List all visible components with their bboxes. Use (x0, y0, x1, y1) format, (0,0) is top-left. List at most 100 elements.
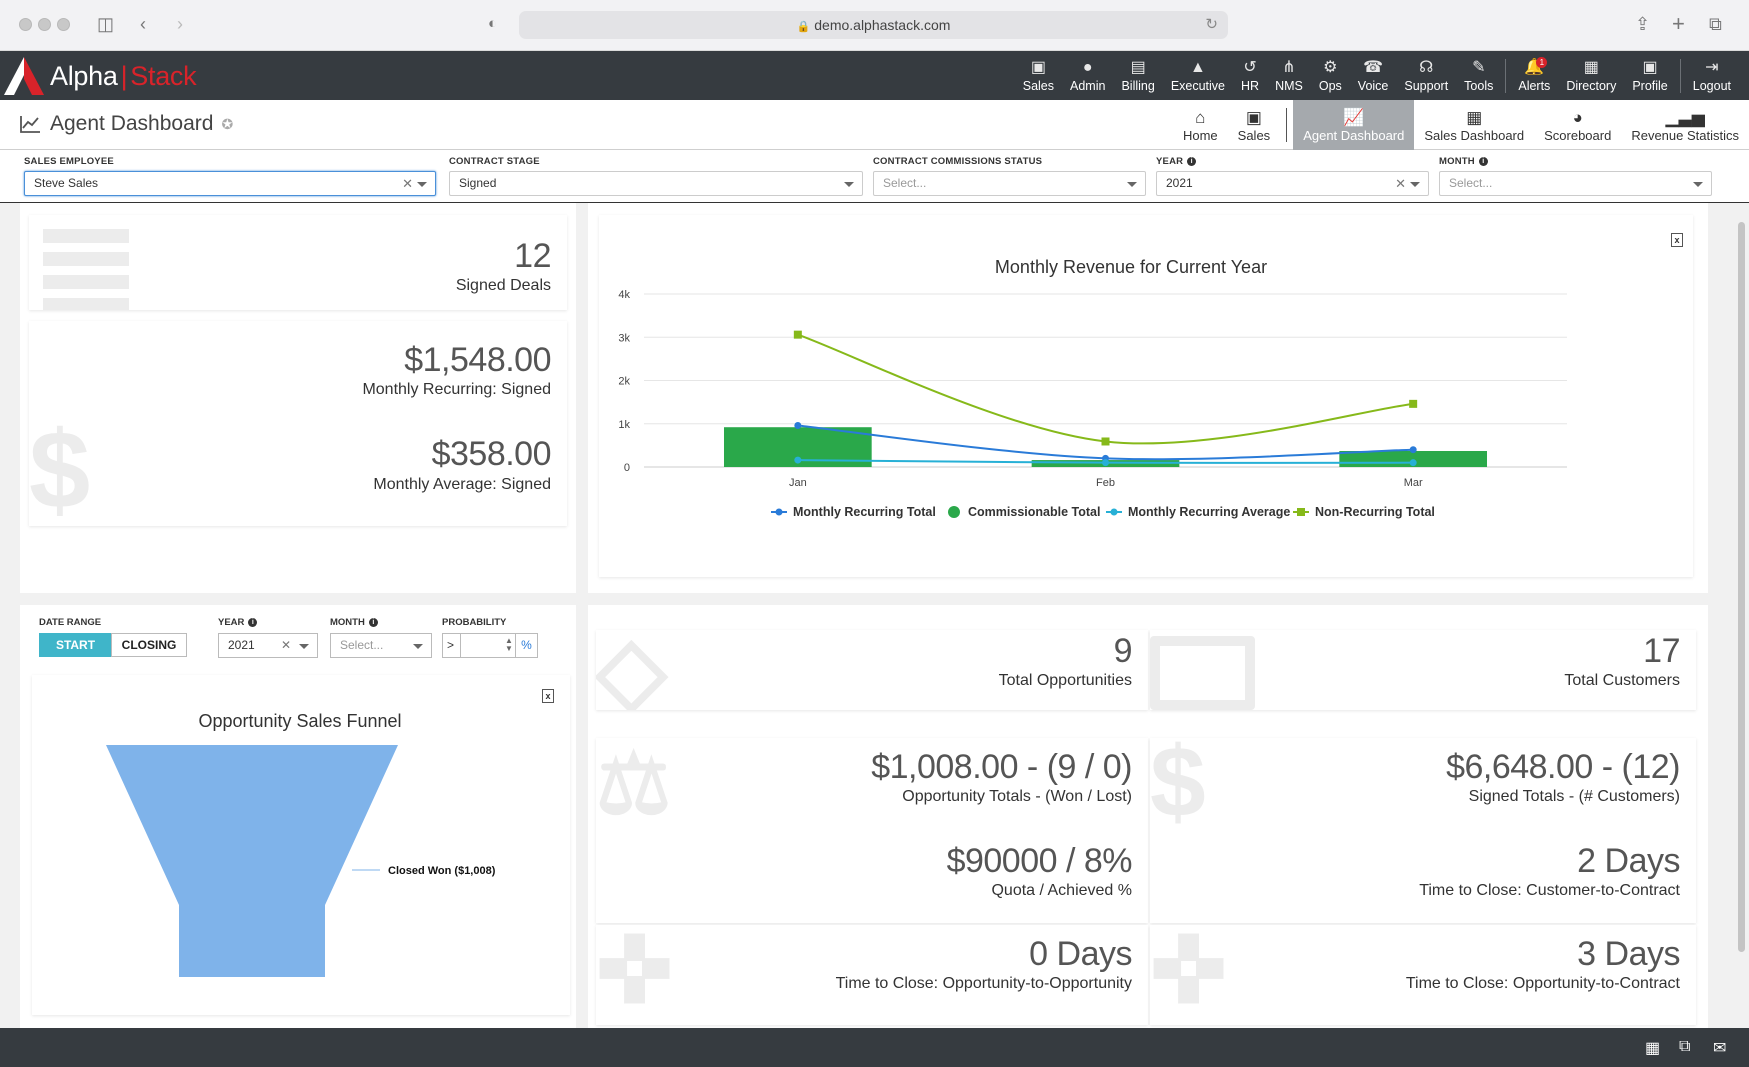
year-filter: YEAR i 2021 ✕ (1156, 154, 1429, 196)
url-text: demo.alphastack.com (814, 17, 951, 33)
clear-icon[interactable]: ✕ (280, 638, 291, 652)
nav-label: Support (1404, 78, 1449, 93)
excel-export-icon[interactable]: x (1671, 233, 1683, 247)
info-icon[interactable]: i (1478, 156, 1488, 166)
subnav-scoreboard[interactable]: ◕ Scoreboard (1534, 100, 1621, 150)
funnel-title: Opportunity Sales Funnel (198, 711, 401, 731)
subnav-sales[interactable]: ▣ Sales (1228, 100, 1281, 150)
excel-export-icon[interactable]: x (542, 689, 554, 703)
chevron-down-icon[interactable] (1127, 182, 1137, 187)
home-icon: ⌂ (1195, 107, 1206, 127)
chat-icon[interactable]: ✉ (1713, 1040, 1727, 1057)
commission-status-label: CONTRACT COMMISSIONS STATUS (873, 155, 1043, 167)
info-icon[interactable]: i (248, 618, 258, 627)
sales-employee-select[interactable]: Steve Sales ✕ (24, 171, 436, 196)
close-window-button[interactable] (19, 18, 32, 31)
chevron-down-icon[interactable] (1410, 182, 1420, 187)
chevron-down-icon[interactable] (413, 644, 423, 649)
funnel-year-value: 2021 (228, 638, 255, 652)
year-select[interactable]: 2021 ✕ (1156, 171, 1429, 196)
line-non-recurring-total (797, 333, 1414, 445)
nav-executive[interactable]: ▲ Executive (1163, 51, 1233, 100)
nav-voice[interactable]: ☎ Voice (1350, 51, 1397, 100)
calendar-icon[interactable]: ▦ (1645, 1040, 1661, 1057)
signed-totals-label: Signed Totals - (# Customers) (1468, 788, 1680, 805)
contract-stage-select[interactable]: Signed (449, 171, 863, 196)
clear-icon[interactable]: ✕ (402, 176, 413, 191)
dashboard-content: 12 Signed Deals $ $1,548.00 Monthly Recu… (0, 203, 1749, 1028)
x-tick-label: Feb (1096, 477, 1115, 489)
commission-status-placeholder: Select... (883, 176, 927, 190)
y-tick-label: 3k (618, 332, 630, 344)
monthly-average-value: $358.00 (431, 435, 552, 473)
subnav-home[interactable]: ⌂ Home (1173, 100, 1228, 150)
logo-alpha-text: Alpha (50, 60, 118, 91)
share-icon[interactable]: ⇪ (1635, 14, 1651, 34)
logo-stack-text: Stack (130, 60, 197, 91)
nav-billing[interactable]: ▤ Billing (1113, 51, 1162, 100)
tab-overview-icon[interactable]: ⧉ (1709, 14, 1722, 34)
legend-marker-monthly-recurring-average (1110, 508, 1118, 516)
dollar-watermark-icon: $ (29, 409, 91, 526)
chevron-down-icon[interactable] (299, 644, 309, 649)
scales-watermark-icon: ⚖ (596, 738, 672, 831)
nav-ops[interactable]: ⚙ Ops (1311, 51, 1350, 100)
nav-tools[interactable]: ✎ Tools (1456, 51, 1501, 100)
sidebar-toggle-icon[interactable]: ◫ (97, 14, 115, 34)
new-tab-icon[interactable]: + (1672, 11, 1685, 36)
probability-operator[interactable]: > (447, 634, 461, 657)
directory-icon: ▦ (1583, 58, 1599, 76)
month-select[interactable]: Select... (1439, 171, 1712, 196)
subnav-revenue-statistics[interactable]: ▁▃▅ Revenue Statistics (1621, 100, 1749, 150)
subnav-sales-dashboard[interactable]: ▦ Sales Dashboard (1414, 100, 1534, 150)
nav-directory[interactable]: ▦ Directory (1558, 51, 1624, 100)
spinner-icon[interactable]: ▲ ▼ (505, 636, 513, 653)
date-range-label: DATE RANGE (39, 617, 102, 628)
clear-icon[interactable]: ✕ (1395, 176, 1406, 191)
total-customers-label: Total Customers (1564, 672, 1680, 689)
probability-input[interactable] (461, 634, 505, 657)
alphastack-logo[interactable]: Alpha | Stack (4, 55, 197, 97)
chevron-down-icon[interactable] (1693, 182, 1703, 187)
nav-profile[interactable]: ▣ Profile (1624, 51, 1675, 100)
y-tick-label: 0 (624, 462, 630, 474)
closing-toggle[interactable]: CLOSING (111, 633, 187, 657)
zoom-window-button[interactable] (57, 18, 70, 31)
subnav-agent-dashboard[interactable]: 📈 Agent Dashboard (1293, 100, 1415, 150)
info-icon[interactable]: i (1187, 156, 1197, 166)
commission-status-select[interactable]: Select... (873, 171, 1146, 196)
privacy-shield-icon[interactable]: ◐ (488, 15, 498, 32)
vertical-scrollbar[interactable] (1738, 222, 1745, 952)
nav-alerts[interactable]: 🔔 1 Alerts (1510, 51, 1558, 100)
reload-icon[interactable]: ↻ (1205, 16, 1218, 33)
funnel-month-select[interactable]: Select... (330, 633, 432, 658)
legend-label-commissionable-total: Commissionable Total (968, 505, 1100, 519)
x-tick-label: Jan (789, 477, 807, 489)
info-icon[interactable]: i (368, 618, 378, 627)
start-toggle[interactable]: START (39, 633, 112, 657)
notes-icon[interactable]: ⧉ (1679, 1038, 1691, 1055)
minimize-window-button[interactable] (38, 18, 51, 31)
address-bar[interactable]: 🔒 demo.alphastack.com ↻ (519, 11, 1228, 39)
subnav-label: Scoreboard (1544, 127, 1612, 143)
admin-icon: ● (1082, 58, 1093, 76)
nav-nms[interactable]: ⋔ NMS (1267, 51, 1311, 100)
back-arrow-icon[interactable]: ‹ (140, 14, 146, 34)
nav-hr[interactable]: ↺ HR (1233, 51, 1267, 100)
chevron-down-icon[interactable] (417, 182, 427, 187)
nav-support[interactable]: ☊ Support (1396, 51, 1456, 100)
nav-label: Alerts (1518, 78, 1551, 93)
nav-admin[interactable]: ● Admin (1062, 51, 1113, 100)
nav-logout[interactable]: ⇥ Logout (1685, 51, 1739, 100)
ttc-opp-contract-label: Time to Close: Opportunity-to-Contract (1405, 975, 1680, 992)
nav-label: HR (1241, 78, 1260, 93)
contract-stage-label: CONTRACT STAGE (449, 155, 540, 167)
subnav-label: Revenue Statistics (1631, 127, 1739, 143)
funnel-year-select[interactable]: 2021 ✕ (218, 633, 318, 658)
pin-icon[interactable]: ✪ (221, 115, 234, 132)
forward-arrow-icon[interactable]: › (177, 14, 183, 34)
agent-dashboard-icon: 📈 (1343, 107, 1365, 127)
chevron-down-icon[interactable] (844, 182, 854, 187)
nav-sales[interactable]: ▣ Sales (1015, 51, 1062, 100)
sales-icon: ▣ (1030, 58, 1046, 76)
